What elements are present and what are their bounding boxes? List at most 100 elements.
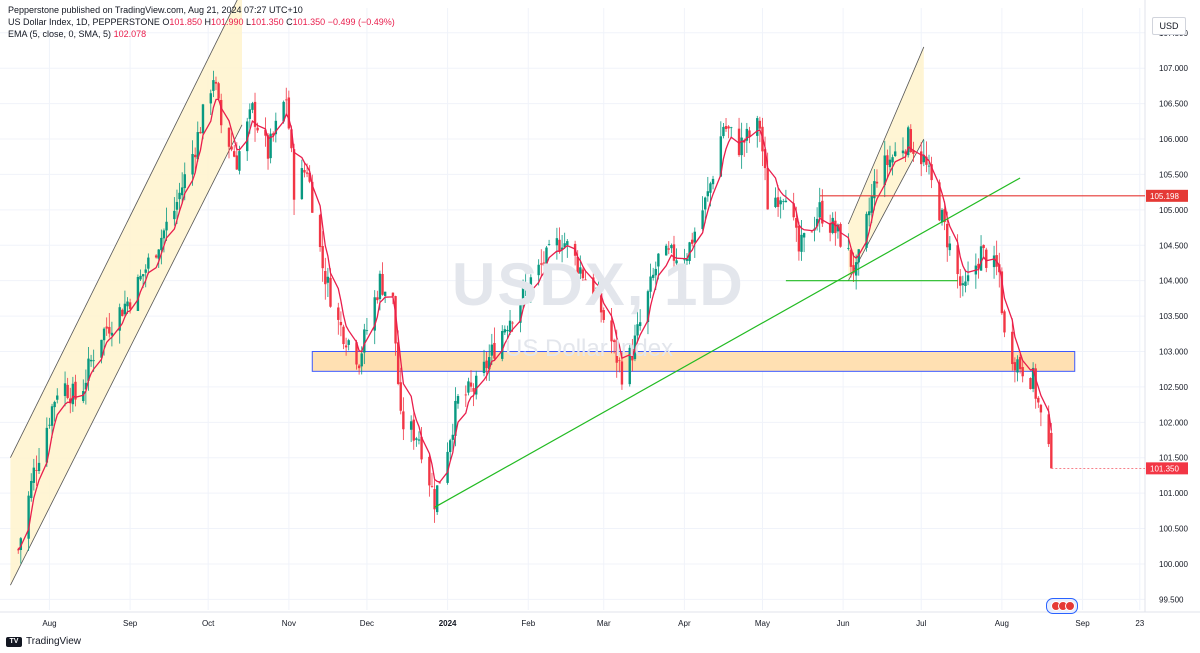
symbol-name[interactable]: US Dollar Index, 1D, PEPPERSTONE [8, 17, 160, 27]
candle-body [235, 155, 239, 170]
channel-lower-line [10, 124, 243, 586]
currency-button[interactable]: USD [1152, 17, 1186, 35]
candle-body [719, 136, 723, 177]
candle-body [501, 331, 504, 359]
candle-body [318, 215, 322, 248]
candle-body [638, 322, 642, 327]
candle-body [1013, 362, 1017, 371]
brand-name[interactable]: TradingView [26, 636, 82, 647]
y-tick-label: 102.000 [1159, 418, 1188, 427]
ema-label[interactable]: EMA (5, close, 0, SMA, 5) [8, 29, 112, 39]
candle-body [430, 485, 434, 487]
candle-body [35, 470, 38, 471]
candle-body [670, 245, 673, 249]
candle-body [597, 290, 600, 294]
y-tick-label: 107.000 [1159, 64, 1188, 73]
candle-body [524, 286, 527, 288]
y-tick-label: 104.500 [1159, 241, 1188, 250]
candle-body [105, 326, 108, 329]
x-tick-label: Aug [42, 619, 56, 628]
candle-body [602, 310, 605, 320]
candle-body [272, 133, 275, 136]
candle-body [233, 151, 236, 157]
candle-body [1000, 271, 1004, 314]
candle-body [1011, 331, 1014, 365]
candle-body [893, 151, 897, 156]
candle-body [412, 419, 415, 441]
change-value: −0.499 (−0.49%) [327, 17, 395, 27]
candle-body [396, 342, 400, 384]
candle-body [329, 277, 332, 307]
candle-body [264, 129, 267, 136]
candle-body [71, 383, 75, 405]
candle-body [748, 130, 751, 137]
candle-body [209, 93, 212, 104]
candle-body [363, 329, 366, 353]
candle-body [308, 172, 311, 182]
candle-body [883, 155, 886, 186]
candle-body [139, 275, 142, 280]
candle-body [365, 330, 369, 332]
candle-body [745, 128, 749, 141]
candle-body [792, 203, 795, 218]
y-tick-label: 103.500 [1159, 312, 1188, 321]
footer: TV TradingView [6, 636, 81, 647]
candle-body [399, 382, 402, 411]
candle-body [891, 157, 894, 163]
candle-body [300, 168, 304, 200]
candle-body [508, 320, 512, 333]
candle-body [357, 365, 361, 369]
candle-body [992, 255, 996, 268]
candle-body [581, 269, 585, 279]
us-flag-events-icon[interactable] [1046, 598, 1078, 614]
candle-body [709, 183, 712, 193]
candle-body [849, 249, 853, 267]
candle-body [938, 182, 941, 221]
candle-body [251, 103, 254, 110]
candle-body [560, 247, 564, 250]
candle-body [875, 181, 879, 184]
candle-body [175, 201, 179, 210]
tv-logo-icon[interactable]: TV [6, 636, 22, 647]
candle-body [511, 322, 514, 324]
candle-body [321, 246, 324, 269]
candle-body [121, 309, 124, 317]
candle-body [303, 170, 306, 173]
candle-body [763, 149, 767, 169]
candle-body [579, 267, 582, 274]
x-tick-label: Jun [837, 619, 850, 628]
candle-body [48, 424, 51, 426]
candle-body [1034, 368, 1037, 399]
candle-body [438, 482, 441, 484]
candle-body [651, 274, 655, 278]
candle-body [649, 276, 652, 292]
candle-body [89, 359, 93, 362]
candle-body [253, 101, 257, 127]
candle-body [547, 244, 551, 245]
candle-body [834, 220, 837, 234]
high-label: H [204, 17, 211, 27]
candle-body [376, 297, 379, 301]
candles-group [17, 70, 1053, 564]
ema-line [17, 98, 1052, 551]
candle-body [886, 155, 889, 166]
symbol-name-watermark: US Dollar Index [505, 335, 674, 362]
candle-body [558, 239, 561, 252]
candle-body [378, 273, 382, 300]
candle-body [266, 135, 270, 159]
candle-body [493, 342, 496, 359]
candle-body [326, 276, 330, 283]
candle-body [183, 174, 186, 189]
candle-body [409, 421, 413, 430]
candle-body [800, 234, 803, 252]
low-value: 101.350 [251, 17, 284, 27]
candle-body [540, 263, 543, 265]
candle-body [193, 154, 197, 158]
candle-body [433, 489, 436, 510]
high-value: 101.990 [210, 17, 244, 27]
green-trendline [434, 177, 1021, 508]
candle-body [818, 202, 821, 218]
candle-body [631, 348, 634, 361]
